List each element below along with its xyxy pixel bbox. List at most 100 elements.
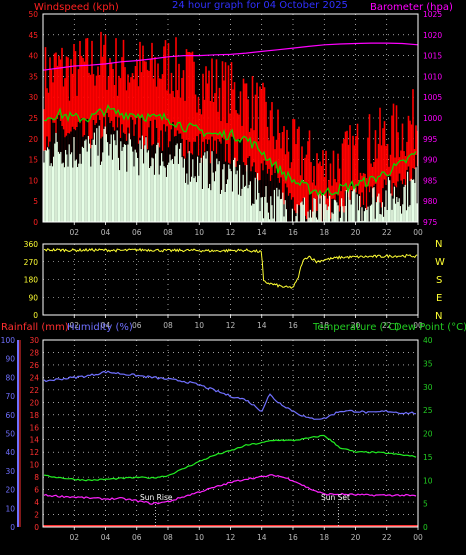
- compass-label: N: [435, 311, 442, 322]
- y-tick-label: 270: [24, 258, 39, 267]
- x-tick-label: 08: [163, 321, 173, 330]
- barometer-axis-title: Barometer (hpa): [370, 2, 453, 13]
- y-tick-label-rain: 8: [34, 473, 39, 482]
- y-tick-label: 0: [33, 311, 38, 320]
- y-tick-label: 25: [28, 114, 38, 123]
- wind-direction-panel: 0 90 180 270 360 02 04 06 08 10 12 14 16 18 20 22 00: [24, 240, 423, 330]
- y-tick-label-humidity: 100: [1, 336, 16, 345]
- y-tick-label-humidity: 40: [5, 448, 15, 457]
- y-tick-label: 5: [33, 197, 38, 206]
- y-tick-label: 20: [28, 135, 38, 144]
- y-tick-label: 30: [28, 93, 38, 102]
- y-tick-label-temp: 20: [423, 430, 433, 439]
- wind-barometer-panel: 0510152025303540455097598098599099510001…: [28, 10, 442, 237]
- plot-frame: [42, 339, 419, 528]
- y-tick-label-right: 1005: [423, 93, 442, 102]
- x-tick-label: 22: [382, 533, 392, 542]
- y-tick-label-humidity: 80: [5, 373, 15, 382]
- compass-label: S: [436, 275, 442, 286]
- y-tick-label: 10: [28, 176, 38, 185]
- x-tick-label: 10: [194, 228, 204, 237]
- compass-label: N: [435, 239, 442, 250]
- dewpoint-legend: Dew Point (°C): [394, 322, 466, 333]
- x-tick-label: 20: [351, 533, 361, 542]
- x-tick-label: 14: [257, 321, 267, 330]
- y-tick-label-rain: 26: [29, 361, 39, 370]
- sun-rise-label: Sun Rise: [140, 493, 173, 502]
- y-tick-label-rain: 4: [34, 498, 39, 507]
- y-tick-label: 180: [24, 276, 39, 285]
- x-tick-label: 16: [288, 533, 298, 542]
- humidity-temperature-panel: 0246810121416182022242628300102030405060…: [1, 336, 433, 542]
- average-wind-line: [43, 104, 417, 197]
- y-tick-label-temp: 5: [423, 500, 428, 509]
- y-tick-label-humidity: 20: [5, 486, 15, 495]
- y-tick-label: 15: [28, 156, 38, 165]
- x-tick-label: 02: [69, 533, 79, 542]
- x-tick-label: 06: [132, 533, 142, 542]
- x-tick-label: 12: [226, 228, 236, 237]
- x-tick-label: 20: [351, 228, 361, 237]
- y-tick-label-rain: 22: [29, 386, 39, 395]
- x-tick-label: 14: [257, 228, 267, 237]
- x-tick-label: 04: [101, 533, 111, 542]
- y-tick-label-humidity: 90: [5, 355, 15, 364]
- barometer-line: [42, 42, 419, 71]
- y-tick-label: 0: [33, 218, 38, 227]
- y-tick-label-rain: 20: [29, 398, 39, 407]
- wind-direction-line: [43, 247, 418, 289]
- y-tick-label-temp: 30: [423, 383, 433, 392]
- y-tick-label-right: 980: [423, 197, 438, 206]
- y-tick-label-rain: 10: [29, 461, 39, 470]
- y-tick-label-right: 1025: [423, 10, 442, 19]
- humidity-legend: Humidity (%): [67, 322, 133, 333]
- x-tick-label: 00: [413, 321, 423, 330]
- y-tick-label-rain: 6: [34, 486, 39, 495]
- y-tick-label-temp: 40: [423, 336, 433, 345]
- x-tick-label: 10: [194, 533, 204, 542]
- dewpoint-line: [43, 474, 417, 505]
- y-tick-label-rain: 0: [34, 523, 39, 532]
- temperature-legend: Temperature (°C): [312, 322, 399, 333]
- x-tick-label: 12: [226, 533, 236, 542]
- y-tick-label: 360: [24, 240, 39, 249]
- x-tick-label: 12: [226, 321, 236, 330]
- x-tick-label: 22: [382, 321, 392, 330]
- temperature-line: [43, 434, 417, 482]
- x-tick-label: 16: [288, 228, 298, 237]
- x-tick-label: 00: [413, 533, 423, 542]
- y-tick-label-rain: 2: [34, 511, 39, 520]
- y-tick-label-humidity: 70: [5, 392, 15, 401]
- y-tick-label-humidity: 30: [5, 467, 15, 476]
- x-tick-label: 00: [413, 228, 423, 237]
- x-tick-label: 14: [257, 533, 267, 542]
- sun-set-label: Sun Set: [321, 493, 350, 502]
- y-tick-label-right: 1000: [423, 114, 442, 123]
- y-tick-label-temp: 10: [423, 476, 433, 485]
- y-tick-label: 45: [28, 31, 38, 40]
- x-tick-label: 08: [163, 533, 173, 542]
- x-tick-label: 22: [382, 228, 392, 237]
- windspeed-axis-title: Windspeed (kph): [34, 2, 119, 13]
- x-tick-label: 08: [163, 228, 173, 237]
- y-tick-label-rain: 30: [29, 336, 39, 345]
- x-tick-label: 18: [319, 321, 329, 330]
- y-tick-label-temp: 15: [423, 453, 433, 462]
- y-tick-label-temp: 25: [423, 406, 433, 415]
- y-tick-label-rain: 14: [29, 436, 39, 445]
- y-tick-label-rain: 18: [29, 411, 39, 420]
- compass-label: E: [436, 293, 442, 304]
- y-tick-label-right: 995: [423, 135, 438, 144]
- chart-title: 24 hour graph for 04 October 2025: [172, 0, 348, 11]
- y-tick-label-rain: 28: [29, 348, 39, 357]
- compass-labels: N W S E N: [435, 239, 445, 322]
- x-tick-label: 06: [132, 228, 142, 237]
- compass-label: W: [435, 257, 445, 268]
- y-tick-label-rain: 24: [29, 373, 39, 382]
- y-tick-label-temp: 35: [423, 359, 433, 368]
- x-tick-label: 04: [101, 228, 111, 237]
- y-tick-label-temp: 0: [423, 523, 428, 532]
- x-tick-label: 06: [132, 321, 142, 330]
- y-tick-label-humidity: 0: [10, 523, 15, 532]
